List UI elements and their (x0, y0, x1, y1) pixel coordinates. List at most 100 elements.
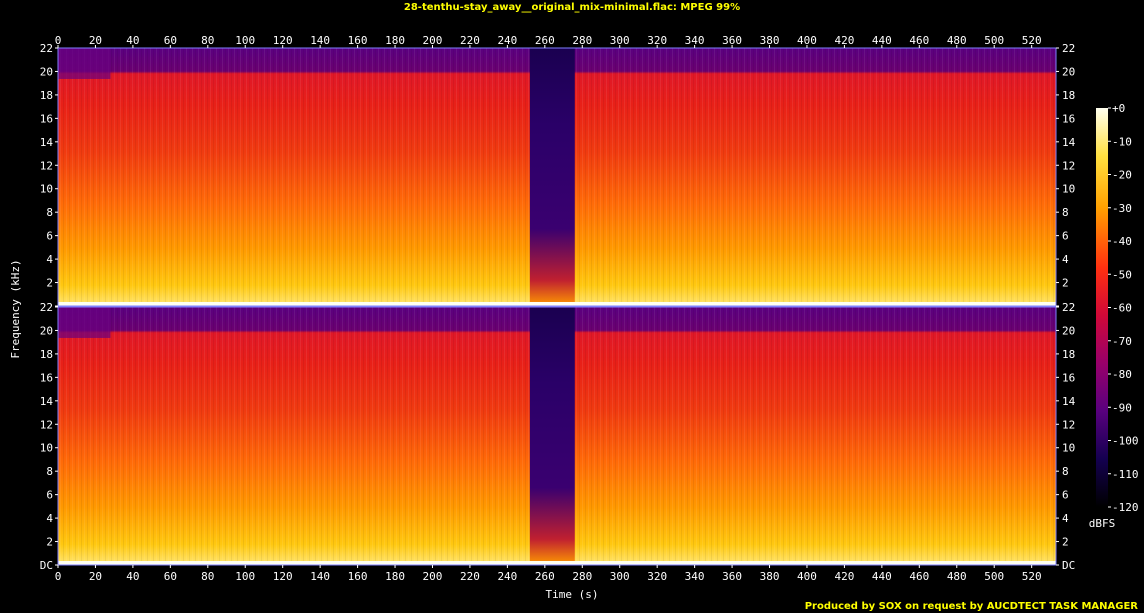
y-tick-label-left: DC (40, 559, 53, 572)
y-tick-label-left: 12 (40, 159, 53, 172)
x-tick-label-top: 60 (164, 34, 177, 47)
x-tick-label-bottom: 380 (760, 570, 780, 583)
x-tick-label-top: 480 (947, 34, 967, 47)
x-tick-label-top: 240 (497, 34, 517, 47)
x-tick-label-top: 140 (310, 34, 330, 47)
panel-frame (57, 47, 1057, 307)
colorbar-tick-label: -20 (1112, 169, 1132, 182)
y-tick-label-right: 14 (1062, 136, 1076, 149)
x-tick-label-top: 360 (722, 34, 742, 47)
y-tick-label-right: 4 (1062, 512, 1069, 525)
colorbar-ticks: +0 -10 -20 -30 -40 -50 -60 -70 -80 -90 -100 -110 -12… (1108, 102, 1139, 514)
colorbar-tick-label: -50 (1112, 268, 1132, 281)
x-tick-label-top: 180 (385, 34, 405, 47)
x-tick-label-top: 500 (984, 34, 1004, 47)
x-tick-label-top: 100 (235, 34, 255, 47)
y-tick-label-right: 10 (1062, 183, 1075, 196)
y-tick-label-left: 2 (46, 277, 53, 290)
x-tick-label-top: 40 (126, 34, 139, 47)
y-axis-label: Frequency (kHz) (9, 259, 22, 358)
x-tick-label-bottom: 280 (572, 570, 592, 583)
x-tick-label-top: 120 (273, 34, 293, 47)
colorbar-tick-label: -60 (1112, 302, 1132, 315)
y-tick-label-right: 20 (1062, 324, 1075, 337)
colorbar-tick-label: -40 (1112, 235, 1132, 248)
y-tick-label-left: 16 (40, 371, 53, 384)
x-tick-label-top: 0 (55, 34, 62, 47)
x-tick-label-top: 380 (760, 34, 780, 47)
y-tick-label-right: 12 (1062, 159, 1075, 172)
x-tick-label-bottom: 240 (497, 570, 517, 583)
x-tick-label-bottom: 140 (310, 570, 330, 583)
x-tick-label-top: 260 (535, 34, 555, 47)
y-tick-label-left: 16 (40, 112, 53, 125)
y-tick-label-right: 6 (1062, 489, 1069, 502)
x-axis-label: Time (s) (546, 588, 599, 601)
y-tick-label-right: 4 (1062, 253, 1069, 266)
colorbar (1096, 108, 1108, 507)
y-tick-label-left: 6 (46, 489, 53, 502)
x-tick-label-top: 300 (610, 34, 630, 47)
channel-1-spectrogram (57, 47, 1057, 307)
colorbar-tick-label: -90 (1112, 401, 1132, 414)
y-tick-label-right: 2 (1062, 536, 1069, 549)
y-tick-label-left: 8 (46, 206, 53, 219)
x-tick-label-bottom: 0 (55, 570, 62, 583)
y-tick-label-left: 10 (40, 183, 53, 196)
y-tick-label-right: 22 (1062, 42, 1075, 55)
y-tick-label-right: 18 (1062, 348, 1075, 361)
x-tick-label-bottom: 420 (834, 570, 854, 583)
breakdown-region (529, 307, 575, 565)
y-tick-label-left: 22 (40, 301, 53, 314)
y-tick-label-left: 6 (46, 230, 53, 243)
colorbar-tick-label: -70 (1112, 335, 1132, 348)
channel-panels (57, 47, 1057, 566)
colorbar-tick-label: -110 (1112, 468, 1139, 481)
y-tick-label-left: 18 (40, 89, 53, 102)
x-tick-label-bottom: 480 (947, 570, 967, 583)
intro-cutoff (58, 48, 111, 79)
x-tick-label-top: 320 (647, 34, 667, 47)
y-tick-label-left: 20 (40, 65, 53, 78)
channel-2-spectrogram (57, 306, 1057, 566)
y-tick-label-right: 16 (1062, 112, 1075, 125)
colorbar-tick-label: +0 (1112, 102, 1125, 115)
y-tick-label-left: 18 (40, 348, 53, 361)
y-tick-label-right: 14 (1062, 395, 1076, 408)
colorbar-tick-label: -80 (1112, 368, 1132, 381)
y-tick-label-right: 8 (1062, 465, 1069, 478)
x-tick-label-bottom: 300 (610, 570, 630, 583)
y-tick-label-left: 14 (40, 395, 54, 408)
x-tick-label-bottom: 120 (273, 570, 293, 583)
x-ticks-top: 0 20 40 60 80 100 120 140 160 180 200 220 240 260 280 3… (55, 34, 1042, 48)
colorbar-label: dBFS (1089, 517, 1116, 530)
x-tick-label-bottom: 160 (348, 570, 368, 583)
x-tick-label-top: 200 (423, 34, 443, 47)
y-tick-label-right: 6 (1062, 230, 1069, 243)
y-tick-label-left: 2 (46, 536, 53, 549)
x-tick-label-top: 20 (89, 34, 102, 47)
y-tick-label-left: 4 (46, 253, 53, 266)
x-tick-label-bottom: 220 (460, 570, 480, 583)
breakdown-region (529, 48, 575, 306)
footer-credit: Produced by SOX on request by AUCDTECT T… (805, 601, 1139, 612)
x-tick-label-top: 520 (1022, 34, 1042, 47)
y-tick-label-left: 22 (40, 42, 53, 55)
dc-band (58, 561, 1056, 565)
y-tick-label-left: 20 (40, 324, 53, 337)
colorbar-tick-label: -30 (1112, 202, 1132, 215)
y-tick-label-right: 2 (1062, 277, 1069, 290)
x-tick-label-bottom: 80 (201, 570, 214, 583)
y-tick-label-right: 10 (1062, 442, 1075, 455)
x-tick-label-bottom: 440 (872, 570, 892, 583)
x-tick-label-bottom: 400 (797, 570, 817, 583)
x-tick-label-top: 340 (685, 34, 705, 47)
y-tick-label-right: 18 (1062, 89, 1075, 102)
x-tick-label-bottom: 200 (423, 570, 443, 583)
x-tick-label-top: 80 (201, 34, 214, 47)
colorbar-tick-label: -100 (1112, 435, 1139, 448)
colorbar-tick-label: -10 (1112, 135, 1132, 148)
panel-frame (57, 306, 1057, 566)
